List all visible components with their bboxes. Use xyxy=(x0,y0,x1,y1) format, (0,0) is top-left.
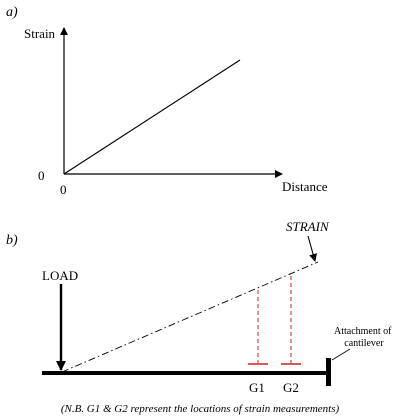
strain-pointer-arrow xyxy=(307,235,317,262)
load-label: LOAD xyxy=(42,268,78,283)
attachment-pointer xyxy=(331,348,351,361)
x-origin-label: 0 xyxy=(60,182,67,197)
strain-line xyxy=(63,59,241,175)
attachment-label: Attachment of cantilever xyxy=(334,326,394,349)
x-axis-label: Distance xyxy=(282,179,328,194)
y-axis-label: Strain xyxy=(24,26,56,41)
panel-b-label: b) xyxy=(6,233,18,248)
attachment-label-line2: cantilever xyxy=(344,338,384,349)
cantilever-wall xyxy=(326,358,331,386)
strain-label: STRAIN xyxy=(286,219,330,234)
strain-profile-line xyxy=(61,261,319,373)
cantilever-beam xyxy=(42,371,328,375)
gauge-g1-label: G1 xyxy=(249,380,265,395)
panel-a-label: a) xyxy=(6,5,18,20)
footnote: (N.B. G1 & G2 represent the locations of… xyxy=(61,403,340,415)
panel-b: b) STRAIN LOAD Attachment of cantilever … xyxy=(6,219,394,415)
y-origin-label: 0 xyxy=(38,168,45,183)
panel-a: a) Strain 0 0 Distance xyxy=(6,5,328,197)
attachment-label-line1: Attachment of xyxy=(334,326,392,337)
gauge-g2-label: G2 xyxy=(283,380,299,395)
